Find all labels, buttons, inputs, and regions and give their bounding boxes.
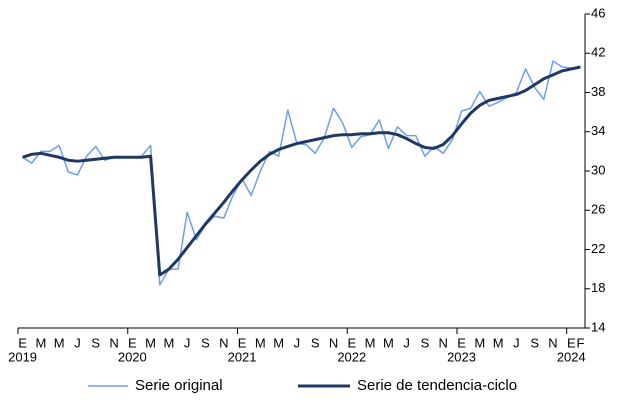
x-tick-label: E	[567, 335, 576, 350]
x-tick-label: N	[329, 335, 338, 350]
x-tick-label: J	[184, 335, 191, 350]
y-tick-label: 30	[591, 162, 605, 177]
x-tick-label: M	[35, 335, 46, 350]
x-year-label: 2020	[118, 349, 147, 364]
x-tick-label: E	[128, 335, 137, 350]
series-line	[22, 65, 581, 277]
x-tick-label: S	[421, 335, 430, 350]
x-year-label: 2023	[447, 349, 476, 364]
x-tick-label: F	[576, 335, 584, 350]
x-tick-label: N	[219, 335, 228, 350]
x-tick-label: M	[474, 335, 485, 350]
y-tick-label: 38	[591, 84, 605, 99]
series-line	[22, 60, 581, 286]
y-tick-label: 42	[591, 45, 605, 60]
x-tick-label: M	[365, 335, 376, 350]
x-tick-label: M	[163, 335, 174, 350]
legend-label: Serie original	[135, 377, 223, 394]
x-tick-label: M	[273, 335, 284, 350]
x-tick-label: E	[457, 335, 466, 350]
y-tick-label: 26	[591, 202, 605, 217]
x-tick-label: M	[145, 335, 156, 350]
x-tick-label: J	[294, 335, 301, 350]
x-tick-label: S	[311, 335, 320, 350]
y-tick-label: 14	[591, 319, 605, 334]
x-tick-label: E	[18, 335, 27, 350]
x-tick-label: N	[439, 335, 448, 350]
y-tick-label: 22	[591, 241, 605, 256]
x-tick-label: J	[513, 335, 520, 350]
x-tick-label: S	[201, 335, 210, 350]
y-tick-label: 18	[591, 280, 605, 295]
x-year-label: 2022	[337, 349, 366, 364]
x-tick-label: S	[91, 335, 100, 350]
legend-label: Serie de tendencia-ciclo	[357, 377, 517, 394]
x-tick-label: M	[383, 335, 394, 350]
x-tick-label: J	[403, 335, 410, 350]
y-tick-label: 34	[591, 123, 605, 138]
x-tick-label: M	[493, 335, 504, 350]
x-year-label: 2021	[228, 349, 257, 364]
x-tick-label: N	[548, 335, 557, 350]
x-year-label: 2024	[557, 349, 586, 364]
x-tick-label: J	[74, 335, 81, 350]
y-tick-label: 46	[591, 5, 605, 20]
x-tick-label: N	[109, 335, 118, 350]
x-year-label: 2019	[8, 349, 37, 364]
x-tick-label: M	[255, 335, 266, 350]
x-tick-label: S	[530, 335, 539, 350]
x-tick-label: E	[347, 335, 356, 350]
x-tick-label: E	[238, 335, 247, 350]
x-tick-label: M	[54, 335, 65, 350]
